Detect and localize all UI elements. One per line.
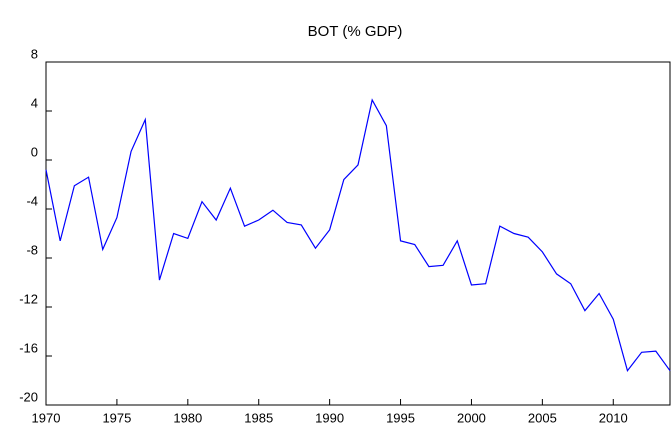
y-tick-label: -16: [19, 340, 38, 355]
x-tick-label: 1990: [315, 410, 344, 425]
y-tick-label: 4: [31, 95, 38, 110]
x-tick-label: 2000: [457, 410, 486, 425]
y-tick-label: -12: [19, 291, 38, 306]
x-tick-label: 1980: [173, 410, 202, 425]
x-tick-label: 2010: [599, 410, 628, 425]
y-tick-label: 0: [31, 144, 38, 159]
y-tick-label: -20: [19, 389, 38, 404]
y-tick-label: 8: [31, 46, 38, 61]
x-tick-label: 2005: [528, 410, 557, 425]
x-tick-label: 1985: [244, 410, 273, 425]
chart-title: BOT (% GDP): [308, 23, 403, 40]
plot-frame: [45, 61, 671, 406]
y-tick-label: -4: [26, 193, 38, 208]
x-tick-label: 1995: [386, 410, 415, 425]
y-tick-label: -8: [26, 242, 38, 257]
x-tick-label: 1970: [32, 410, 61, 425]
data-line: [45, 98, 671, 373]
x-tick-label: 1975: [102, 410, 131, 425]
